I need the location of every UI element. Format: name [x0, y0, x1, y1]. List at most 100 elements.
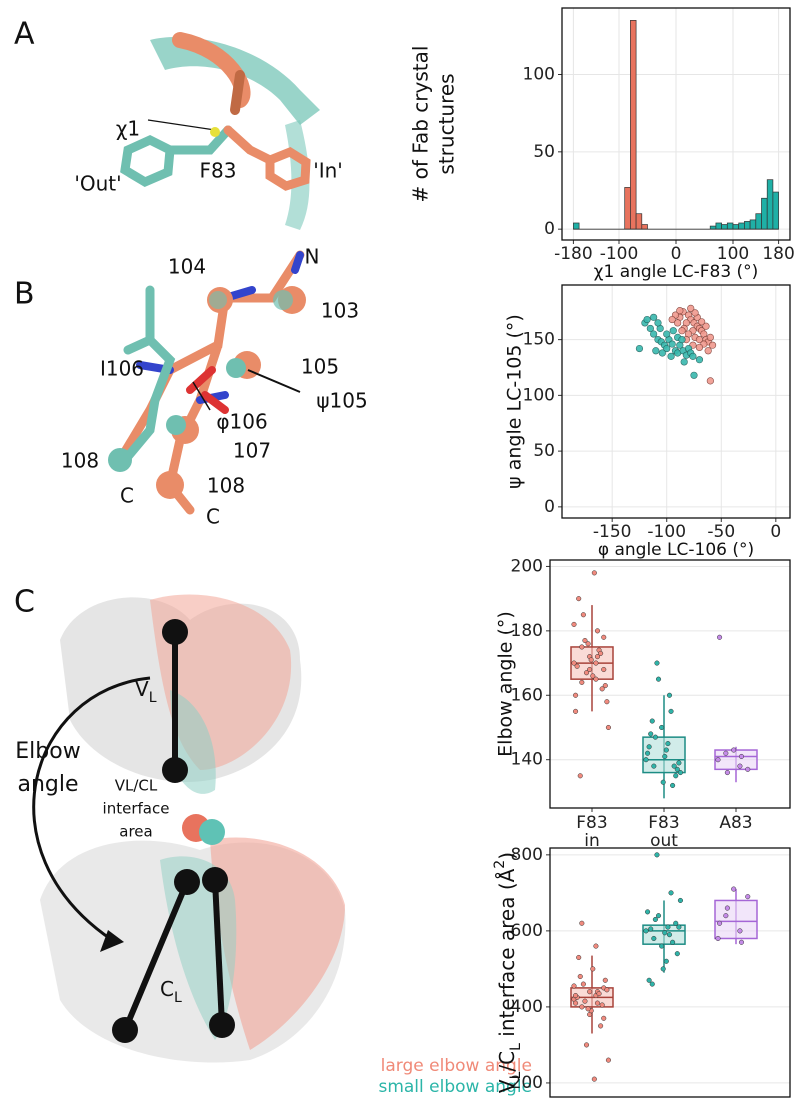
box-point [593, 660, 599, 666]
box-point [577, 973, 583, 980]
x-axis-label: φ angle LC-106 (°) [598, 540, 754, 560]
plot-border [549, 847, 791, 1098]
box-point [643, 928, 649, 934]
box-point [582, 637, 588, 644]
box-point [652, 734, 658, 740]
scatter-point [680, 358, 688, 366]
box-point [599, 1002, 605, 1008]
box-point [659, 943, 665, 949]
scatter-point [658, 349, 666, 357]
plot-border [549, 559, 791, 809]
box-point [665, 924, 671, 930]
box-point [738, 939, 745, 945]
text-segment: ) [495, 852, 519, 860]
box-point [673, 920, 679, 926]
box-point [579, 644, 585, 650]
histogram-bar [732, 224, 740, 230]
box-point [677, 897, 683, 904]
panel-a-structure [120, 32, 320, 230]
box-point [599, 686, 605, 692]
scatter-point [691, 309, 699, 317]
legend-entry: large elbow angle [381, 1056, 532, 1076]
box-point [598, 650, 604, 656]
x-tick-label: 0 [671, 244, 682, 264]
domain-label: CL [160, 977, 182, 1007]
box-point [723, 913, 729, 919]
box-point [576, 954, 582, 961]
y-tick-label: 180 [511, 621, 543, 641]
panel-c-structure [32, 594, 346, 1063]
box-point [594, 654, 601, 660]
scatter-point [678, 327, 686, 335]
y-tick-label: 600 [511, 921, 543, 941]
box-point [715, 935, 721, 942]
structure-label: C [120, 484, 134, 508]
y-tick-label: 400 [511, 997, 543, 1017]
structure-label: I106 [100, 357, 144, 381]
x-tick-label: A83 [719, 813, 753, 833]
scatter-point [667, 352, 675, 360]
x-tick-label: 100 [717, 244, 749, 264]
y-axis-label: structures [435, 73, 459, 174]
text-segment: 2 [492, 860, 508, 869]
box-point [590, 673, 596, 679]
legend-entry: small elbow angle [378, 1077, 532, 1097]
box-point [573, 692, 579, 698]
text-segment: interface area (Å [495, 868, 519, 1043]
box-point [571, 983, 577, 989]
text-segment: L [174, 990, 182, 1006]
histogram-bar [715, 222, 722, 230]
structure-label: 108 [207, 474, 245, 498]
box-point [745, 894, 751, 900]
box-point [580, 612, 586, 618]
panel-b-structure [108, 250, 306, 515]
box-point [582, 998, 588, 1004]
histogram-bar [624, 187, 631, 230]
x-tick-label: 180 [762, 244, 794, 264]
box-point [580, 981, 586, 987]
y-axis-label: Elbow angle (°) [495, 611, 517, 757]
box-point [665, 741, 671, 747]
box-point [673, 773, 679, 779]
box-body [714, 749, 758, 771]
scatter-point [643, 315, 651, 324]
x-tick-label: 0 [770, 522, 781, 542]
box-point [604, 987, 610, 993]
text-segment: L [508, 1071, 524, 1079]
scatter-point [676, 307, 684, 315]
text-segment: V [495, 1079, 519, 1093]
structure-label: ψ105 [316, 389, 367, 413]
scatter-point [650, 330, 658, 338]
box-point [668, 890, 674, 896]
box-point [670, 939, 676, 945]
panel-letter: A [14, 17, 35, 52]
plot-border [561, 284, 791, 519]
box-point [576, 596, 582, 602]
box-point [674, 766, 680, 772]
box-point [649, 981, 655, 987]
domain-label: VL [135, 677, 157, 707]
y-tick-label: 200 [511, 556, 543, 576]
histogram-bar [761, 197, 768, 230]
box-point [651, 935, 657, 942]
interface-label: VL/CL [115, 777, 158, 795]
box-point [602, 977, 608, 983]
box-point [663, 747, 669, 753]
structure-label: 103 [321, 299, 359, 323]
box-point [724, 770, 730, 776]
box-point [670, 782, 676, 789]
box-point [577, 773, 583, 779]
box-point [674, 951, 680, 957]
scatter-point [702, 322, 710, 330]
box-point [745, 766, 751, 772]
box-point [574, 663, 580, 669]
y-tick-label: 100 [523, 65, 555, 85]
x-tick-label: -150 [593, 522, 632, 542]
y-tick-label: 0 [544, 497, 555, 517]
x-tick-label: -100 [647, 522, 686, 542]
box-point [659, 724, 665, 731]
panel-letter: B [14, 277, 35, 312]
plot-border [561, 7, 791, 241]
structure-label: 105 [301, 355, 339, 379]
text-segment: V [135, 677, 149, 701]
